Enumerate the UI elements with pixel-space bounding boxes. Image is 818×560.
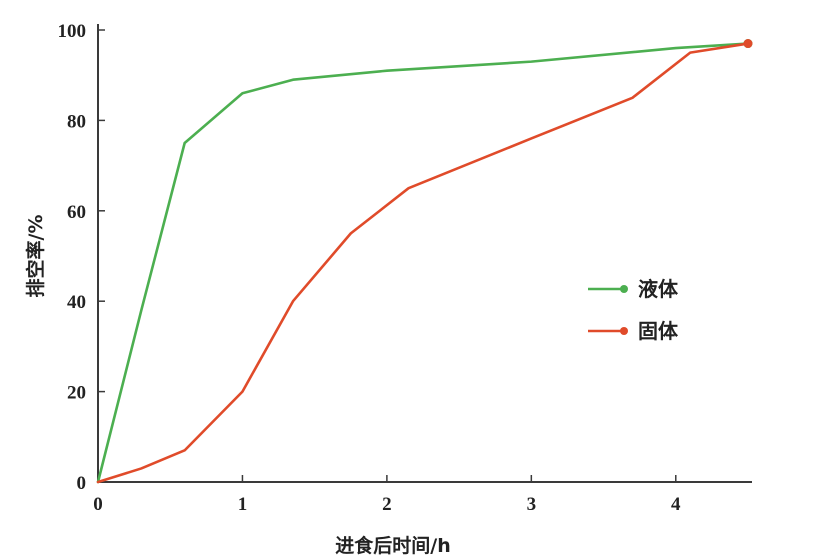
x-tick-label: 0 bbox=[93, 494, 103, 515]
x-tick-label: 1 bbox=[238, 494, 248, 515]
y-tick-label: 40 bbox=[67, 292, 86, 313]
y-tick-label: 60 bbox=[67, 202, 86, 223]
y-ticks: 0 20 40 60 80 100 bbox=[58, 21, 105, 494]
x-tick-label: 2 bbox=[382, 494, 392, 515]
series-layer bbox=[96, 39, 753, 484]
series-line-1 bbox=[96, 42, 750, 484]
series-line-0 bbox=[96, 42, 750, 484]
axes bbox=[97, 24, 752, 483]
y-tick-label: 20 bbox=[67, 383, 86, 404]
y-tick-label: 0 bbox=[77, 473, 87, 494]
x-tick-label: 4 bbox=[671, 494, 681, 515]
y-axis-label: 排空率/% bbox=[24, 215, 47, 298]
legend-label-1: 固体 bbox=[638, 319, 679, 343]
y-tick-label: 100 bbox=[58, 21, 87, 42]
legend-marker-1 bbox=[620, 327, 628, 335]
series-end-point-1 bbox=[743, 39, 753, 49]
x-axis-label: 进食后时间/h bbox=[335, 534, 450, 557]
legend-marker-0 bbox=[620, 285, 628, 293]
x-ticks: 0 1 2 3 4 bbox=[93, 475, 681, 515]
legend-label-0: 液体 bbox=[638, 277, 679, 301]
x-tick-label: 3 bbox=[527, 494, 537, 515]
y-tick-label: 80 bbox=[67, 111, 86, 132]
